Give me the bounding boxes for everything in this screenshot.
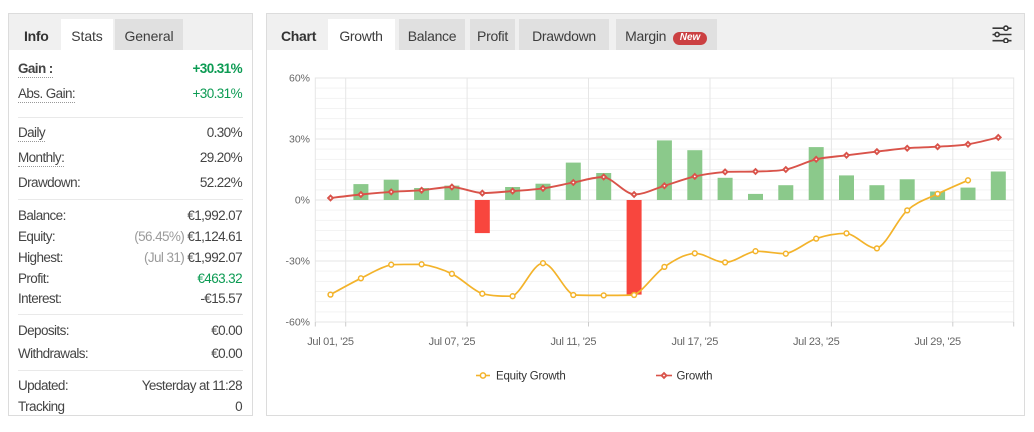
svg-text:Growth: Growth (677, 371, 713, 383)
svg-text:Jul 11, '25: Jul 11, '25 (550, 336, 596, 348)
svg-text:Jul 17, '25: Jul 17, '25 (672, 336, 719, 348)
svg-text:60%: 60% (289, 73, 310, 85)
svg-text:Jul 01, '25: Jul 01, '25 (307, 336, 354, 348)
svg-text:-60%: -60% (285, 317, 310, 329)
svg-text:Jul 29, '25: Jul 29, '25 (914, 336, 961, 348)
svg-text:30%: 30% (289, 134, 310, 146)
svg-text:Jul 07, '25: Jul 07, '25 (429, 336, 476, 348)
svg-text:Equity Growth: Equity Growth (496, 371, 566, 383)
svg-text:Jul 23, '25: Jul 23, '25 (793, 336, 840, 348)
svg-text:-30%: -30% (285, 256, 310, 268)
svg-text:0%: 0% (295, 195, 310, 207)
